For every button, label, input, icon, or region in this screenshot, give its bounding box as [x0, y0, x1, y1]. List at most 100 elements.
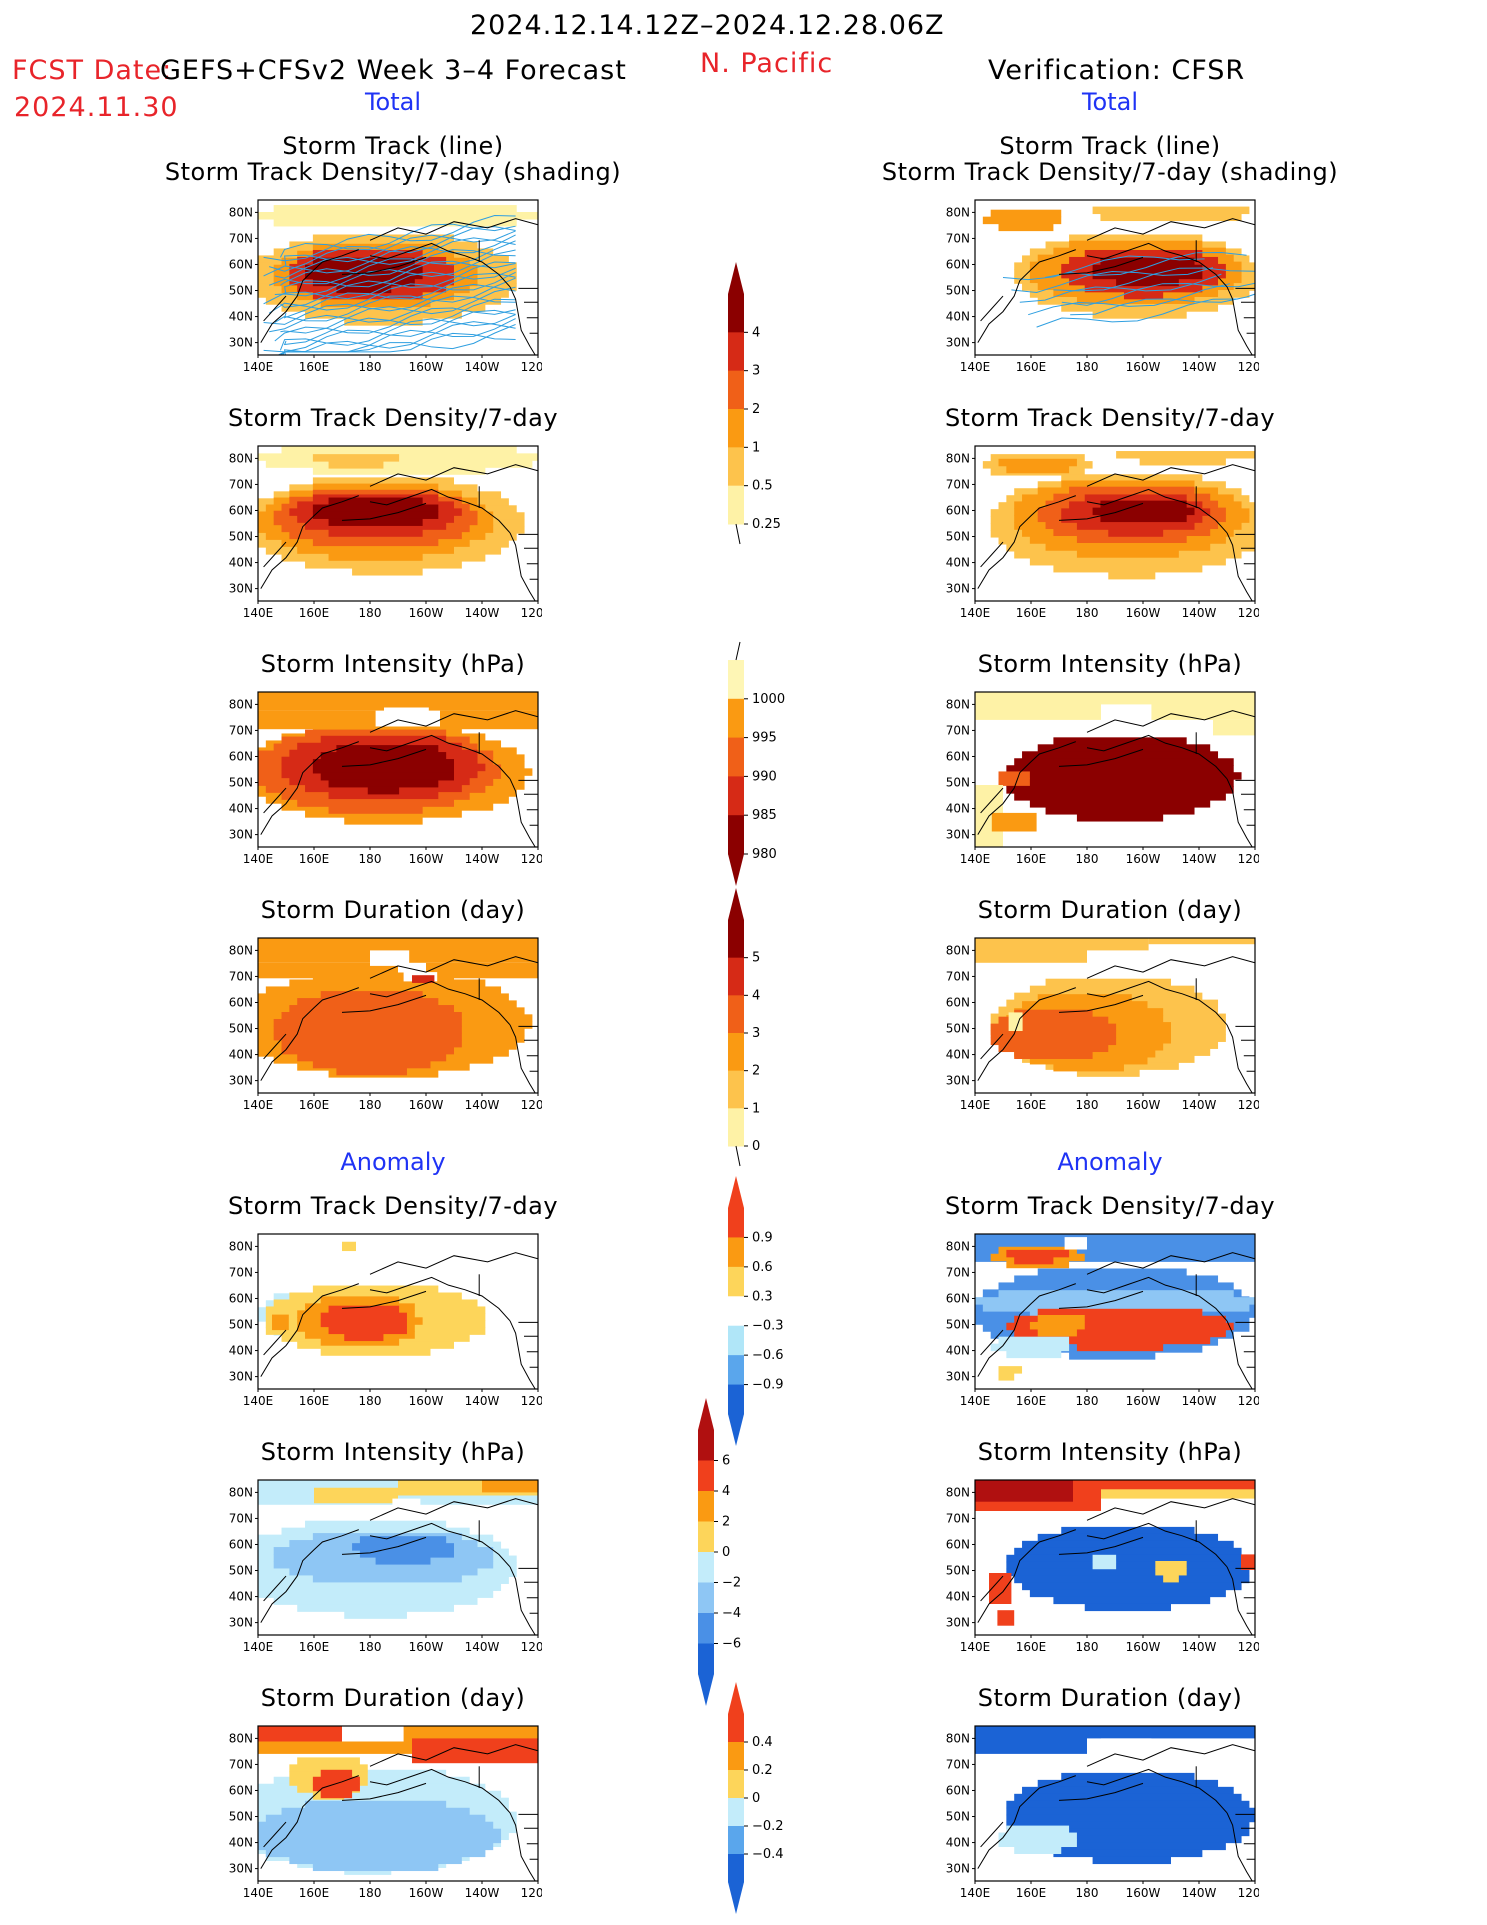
shading-layer	[258, 205, 538, 355]
lon-label: 160W	[409, 1098, 444, 1112]
lon-label: 160W	[409, 606, 444, 620]
storm-track-line	[274, 249, 516, 297]
japan-coast	[263, 1033, 287, 1060]
lon-label: 160E	[299, 1640, 330, 1654]
title-intensity-anom-left: Storm Intensity (hPa)	[260, 1438, 526, 1466]
colorbar-top-arrow	[728, 1682, 744, 1714]
colorbar-top-line	[735, 641, 741, 661]
map-density-anomaly-verification: 80N 70N 60N 50N 40N 30N 140E 160E 180 160W 140W 120…	[946, 1233, 1259, 1408]
storm-track-line	[284, 230, 516, 267]
storm-track-line	[277, 321, 516, 355]
fcst-date-value: 2024.11.30	[14, 92, 179, 123]
colorbar-swatch	[698, 1643, 714, 1675]
arctic-coast	[369, 1498, 538, 1521]
lon-label: 120W	[521, 852, 542, 866]
colorbar-density-total: 4 3 2 1 0.5 0.25	[728, 262, 781, 545]
lat-label: 80N	[229, 1239, 253, 1253]
lon-label: 160E	[299, 606, 330, 620]
storm-track-line	[1053, 267, 1255, 292]
lon-label: 140W	[1182, 1394, 1217, 1408]
lon-label: 180	[359, 606, 382, 620]
lat-label: 40N	[229, 1590, 253, 1604]
map-track-verification: 80N 70N 60N 50N 40N 30N 140E 160E 180 160W 140W 120…	[946, 199, 1259, 374]
lat-label: 30N	[946, 582, 970, 596]
asia-coast	[977, 741, 1076, 835]
lat-label: 70N	[946, 1511, 970, 1525]
title-duration-anom-left: Storm Duration (day)	[260, 1684, 526, 1712]
colorbar-label: 5	[752, 951, 760, 966]
storm-track-line	[280, 249, 516, 286]
map-frame	[974, 1725, 1256, 1882]
lon-label: 160W	[409, 852, 444, 866]
lon-label: 160W	[409, 360, 444, 374]
colorbar-swatch	[728, 1355, 744, 1386]
colorbar-bottom-line	[735, 523, 741, 545]
lat-label: 50N	[229, 1022, 253, 1036]
lat-label: 50N	[946, 284, 970, 298]
colorbar-swatch	[728, 995, 744, 1034]
shading-layer	[975, 938, 1255, 1093]
asia-coast	[977, 249, 1076, 343]
lat-label: 50N	[229, 530, 253, 544]
storm-track-line	[274, 237, 516, 279]
asia-coast	[260, 249, 359, 343]
storm-track-line	[274, 307, 516, 342]
lat-label: 60N	[946, 257, 970, 271]
lat-label: 80N	[946, 451, 970, 465]
map-frame	[257, 1725, 539, 1882]
colorbar-swatch	[728, 1108, 744, 1147]
lon-label: 120W	[1238, 1886, 1259, 1900]
lon-label: 140E	[243, 360, 274, 374]
lon-label: 140W	[1182, 852, 1217, 866]
colorbar-swatch	[728, 1714, 744, 1743]
japan-coast	[980, 1329, 1004, 1356]
lat-label: 30N	[229, 1074, 253, 1088]
map-frame	[257, 199, 539, 356]
colorbar-swatch	[728, 1325, 744, 1356]
lat-label: 60N	[229, 749, 253, 763]
lat-label: 60N	[229, 1783, 253, 1797]
colorbar-swatch	[728, 332, 744, 372]
storm-track-line	[1028, 283, 1230, 316]
na-west-coast	[509, 286, 536, 355]
asia-coast	[260, 1529, 359, 1623]
lat-label: 70N	[229, 723, 253, 737]
state-borders	[524, 1581, 538, 1614]
asia-coast	[977, 1283, 1076, 1377]
storm-track-line	[269, 240, 516, 286]
map-frame	[974, 937, 1256, 1094]
colorbar-label: 2	[752, 402, 760, 417]
state-borders	[1241, 1827, 1255, 1860]
na-west-coast	[1226, 286, 1253, 355]
aleutian-arc	[1058, 748, 1144, 767]
shading-layer	[975, 692, 1255, 847]
section-total-left: Total	[364, 88, 422, 116]
lon-label: 120W	[521, 1394, 542, 1408]
lon-label: 140W	[1182, 360, 1217, 374]
map-duration-verification: 80N 70N 60N 50N 40N 30N 140E 160E 180 160W 140W 120…	[946, 937, 1259, 1112]
colorbar-label: 0.9	[752, 1230, 773, 1245]
aleutian-arc	[1058, 1782, 1144, 1801]
state-borders	[1241, 1039, 1255, 1072]
arctic-coast	[1086, 218, 1255, 241]
coastline-group	[977, 956, 1255, 1093]
colorbar-swatch	[728, 1742, 744, 1771]
na-west-coast	[509, 1024, 536, 1093]
colorbar-swatch	[698, 1582, 714, 1614]
map-density-verification: 80N 70N 60N 50N 40N 30N 140E 160E 180 160W 140W 120…	[946, 445, 1259, 620]
colorbar-bottom-arrow	[728, 1414, 744, 1446]
colorbar-label: −0.4	[752, 1847, 784, 1862]
alaska-coast	[369, 980, 511, 1026]
aleutian-arc	[1058, 1290, 1144, 1309]
lon-label: 160E	[1016, 606, 1047, 620]
lat-label: 30N	[946, 1370, 970, 1384]
map-frame	[257, 691, 539, 848]
shading-layer	[258, 692, 538, 847]
japan-coast	[980, 787, 1004, 814]
storm-track-line	[1070, 293, 1255, 316]
lat-label: 70N	[229, 231, 253, 245]
title-track-line-left: Storm Track (line)	[282, 132, 504, 160]
lat-label: 30N	[946, 1074, 970, 1088]
japan-coast	[263, 1821, 287, 1848]
colorbar-top-arrow	[728, 262, 744, 294]
